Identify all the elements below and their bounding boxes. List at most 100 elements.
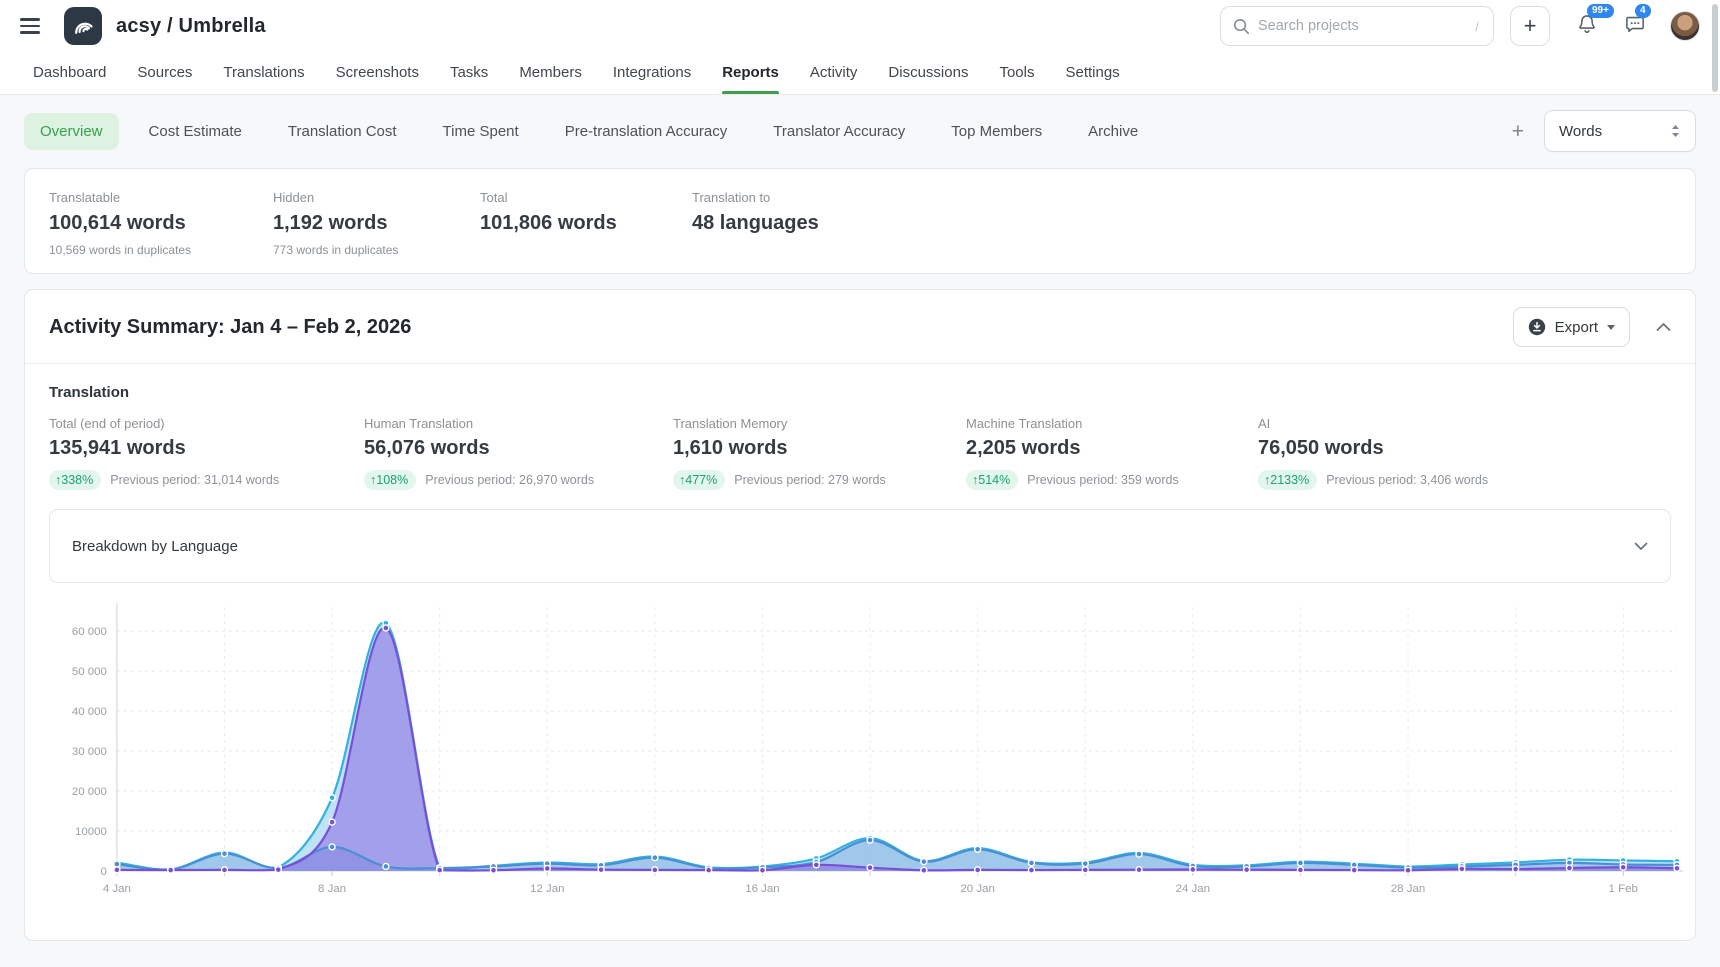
nav-item-discussions[interactable]: Discussions (888, 63, 969, 81)
change-badge: ↑2133% (1258, 470, 1318, 490)
activity-chart[interactable]: 0 10000 20 000 30 000 40 000 50 000 60 000 4 Ja… (31, 599, 1689, 921)
stat-value: 100,614 words (49, 212, 186, 234)
select-arrows-icon (1672, 125, 1679, 137)
activity-summary-title: Activity Summary: Jan 4 – Feb 2, 2026 (49, 315, 412, 338)
chat-icon (1626, 16, 1644, 32)
report-tab-cost-estimate[interactable]: Cost Estimate (148, 122, 242, 140)
svg-text:50 000: 50 000 (72, 666, 107, 678)
metric-value: 56,076 words (364, 437, 490, 459)
export-caret-icon (1607, 324, 1615, 330)
messages-count-badge: 4 (1635, 3, 1651, 18)
previous-period-text: Previous period: 26,970 words (425, 473, 595, 487)
create-project-button[interactable]: + (1510, 6, 1550, 46)
stat-column: Translatable 100,614 words 10,569 words in… (49, 190, 273, 257)
svg-text:4 Jan: 4 Jan (103, 883, 131, 895)
notifications-button[interactable]: 99+ (1576, 3, 1614, 40)
translation-section-title: Translation (49, 384, 130, 401)
activity-chart-container: 0 10000 20 000 30 000 40 000 50 000 60 000 4 Ja… (31, 599, 1689, 926)
change-badge: ↑477% (673, 470, 726, 490)
metric-change-row: ↑2133% Previous period: 3,406 words (1258, 470, 1671, 490)
stat-label: Hidden (273, 190, 315, 205)
report-tabs: Overview Cost Estimate Translation Cost Tim… (24, 112, 1168, 150)
user-avatar[interactable] (1670, 11, 1700, 41)
nav-item-members[interactable]: Members (519, 63, 582, 81)
collapse-section-button[interactable] (1656, 322, 1671, 332)
search-box[interactable]: / (1220, 6, 1494, 46)
search-shortcut-hint: / (1475, 18, 1479, 34)
app-logo[interactable] (64, 7, 102, 45)
metric-label: Human Translation (364, 416, 474, 431)
stat-column: Translation to 48 languages (692, 190, 1671, 257)
metric-column: Translation Memory 1,610 words ↑477% Previo… (673, 416, 966, 490)
metric-column: AI 76,050 words ↑2133% Previous period: 3,4… (1258, 416, 1671, 490)
previous-period-text: Previous period: 359 words (1027, 473, 1179, 487)
divider (25, 363, 1695, 364)
metric-column: Total (end of period) 135,941 words ↑338% P… (49, 416, 364, 490)
unit-select[interactable]: Words (1544, 110, 1696, 152)
previous-period-text: Previous period: 31,014 words (110, 473, 280, 487)
report-tab-pre-translation-accuracy[interactable]: Pre-translation Accuracy (564, 122, 728, 140)
bird-logo-icon (75, 22, 93, 34)
metric-change-row: ↑514% Previous period: 359 words (966, 470, 1258, 490)
nav-item-screenshots[interactable]: Screenshots (335, 63, 419, 81)
report-tab-translator-accuracy[interactable]: Translator Accuracy (773, 122, 906, 140)
top-bar: acsy / Umbrella / + 99+ 4 (0, 0, 1720, 52)
search-input[interactable] (1258, 18, 1476, 34)
svg-text:30 000: 30 000 (72, 746, 107, 758)
svg-text:10000: 10000 (75, 826, 107, 838)
add-report-button[interactable]: + (1511, 119, 1524, 143)
stat-note: 10,569 words in duplicates (49, 243, 192, 257)
page-title: acsy / Umbrella (116, 14, 266, 37)
change-badge: ↑514% (966, 470, 1019, 490)
metric-value: 2,205 words (966, 437, 1081, 459)
nav-item-activity[interactable]: Activity (809, 63, 858, 81)
nav-item-tasks[interactable]: Tasks (449, 63, 489, 81)
breakdown-by-language-toggle[interactable]: Breakdown by Language (49, 509, 1671, 583)
chevron-down-icon (1634, 542, 1648, 550)
metric-change-row: ↑338% Previous period: 31,014 words (49, 470, 364, 490)
svg-text:0: 0 (101, 866, 107, 878)
hamburger-menu-icon[interactable] (20, 13, 46, 39)
series-points-purple[interactable] (113, 624, 1681, 874)
report-tab-translation-cost[interactable]: Translation Cost (287, 122, 397, 140)
nav-item-translations[interactable]: Translations (223, 63, 305, 81)
metric-label: Machine Translation (966, 416, 1083, 431)
nav-item-sources[interactable]: Sources (137, 63, 193, 81)
export-button[interactable]: Export (1512, 307, 1630, 347)
nav-item-reports[interactable]: Reports (722, 52, 779, 94)
breakdown-label: Breakdown by Language (72, 537, 238, 555)
messages-button[interactable]: 4 (1624, 3, 1651, 40)
stat-label: Translation to (692, 190, 771, 205)
metric-label: Translation Memory (673, 416, 788, 431)
previous-period-text: Previous period: 3,406 words (1326, 473, 1489, 487)
metric-column: Human Translation 56,076 words ↑108% Previo… (364, 416, 673, 490)
metric-label: AI (1258, 416, 1271, 431)
report-tab-top-members[interactable]: Top Members (951, 122, 1043, 140)
stat-label: Translatable (49, 190, 121, 205)
svg-text:40 000: 40 000 (72, 706, 107, 718)
nav-item-settings[interactable]: Settings (1065, 63, 1120, 81)
nav-item-dashboard[interactable]: Dashboard (33, 63, 107, 81)
chevron-up-icon (1656, 323, 1671, 331)
bell-icon (1579, 14, 1595, 33)
report-tab-overview[interactable]: Overview (24, 112, 119, 150)
stat-value: 48 languages (692, 212, 819, 234)
translation-metrics: Total (end of period) 135,941 words ↑338% P… (25, 416, 1695, 490)
svg-text:8 Jan: 8 Jan (318, 883, 346, 895)
nav-item-integrations[interactable]: Integrations (612, 63, 692, 81)
scrollbar-thumb[interactable] (1712, 4, 1718, 92)
metric-value: 76,050 words (1258, 437, 1384, 459)
series-area-blue (116, 840, 1678, 871)
report-tab-archive[interactable]: Archive (1088, 122, 1139, 140)
stat-value: 1,192 words (273, 212, 388, 234)
nav-item-tools[interactable]: Tools (999, 63, 1035, 81)
metric-change-row: ↑108% Previous period: 26,970 words (364, 470, 673, 490)
stat-column: Hidden 1,192 words 773 words in duplicates (273, 190, 480, 257)
svg-text:1 Feb: 1 Feb (1609, 883, 1638, 895)
svg-text:16 Jan: 16 Jan (745, 883, 779, 895)
metric-value: 135,941 words (49, 437, 186, 459)
report-tab-time-spent[interactable]: Time Spent (442, 122, 519, 140)
svg-text:20 000: 20 000 (72, 786, 107, 798)
series-line-blue (116, 839, 1678, 871)
stat-label: Total (480, 190, 508, 205)
